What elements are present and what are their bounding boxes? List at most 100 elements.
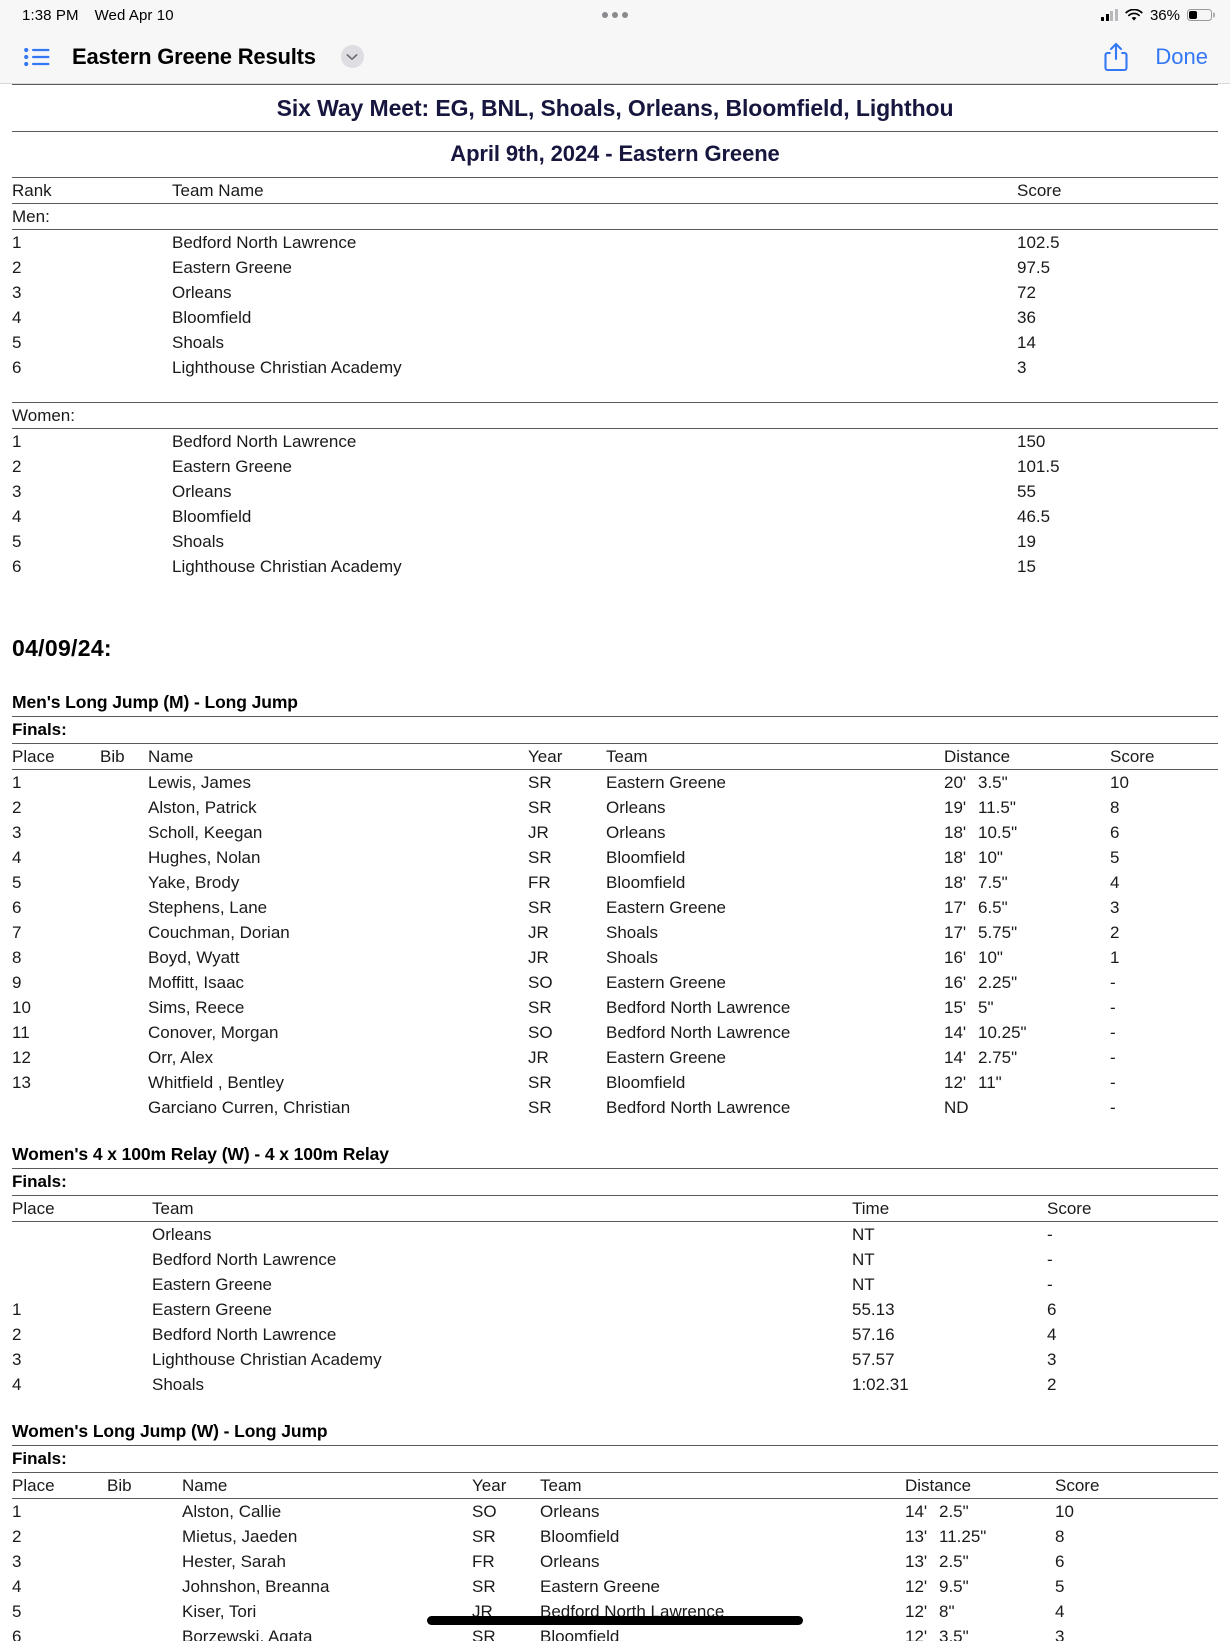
meet-title: Six Way Meet: EG, BNL, Shoals, Orleans, … — [276, 95, 954, 121]
cell-team: Shoals — [152, 1374, 204, 1394]
distance-inches: 2.5" — [939, 1501, 969, 1521]
bulleted-list-icon[interactable] — [24, 47, 50, 67]
table-row: 3 Orleans 72 — [12, 280, 1218, 305]
cell-distance: 12' 11" — [944, 1070, 1110, 1095]
cell-name: Moffitt, Isaac — [148, 972, 245, 992]
cell-score: 6 — [1110, 822, 1120, 842]
distance-feet: 12' — [944, 1072, 967, 1092]
status-bar-right: 36% — [1101, 7, 1212, 24]
cell-place: 12 — [12, 1047, 31, 1067]
done-button[interactable]: Done — [1155, 43, 1208, 69]
table-row: 1 Bedford North Lawrence 102.5 — [12, 230, 1218, 255]
cell-team: Eastern Greene — [606, 1047, 727, 1067]
cell-score: 3 — [1110, 897, 1120, 917]
divider-row — [12, 203, 1218, 204]
cell-team-name: Bloomfield — [172, 307, 252, 327]
col-header-score: Score — [1055, 1475, 1100, 1495]
nav-bar-left: Eastern Greene Results — [24, 44, 364, 70]
table-header-row: Place Bib Name Year Team Distance Score — [12, 1473, 1218, 1498]
cell-distance: 20' 3.5" — [944, 770, 1110, 795]
status-date: Wed Apr 10 — [94, 6, 174, 24]
battery-icon — [1187, 8, 1212, 22]
table-row: 6 Lighthouse Christian Academy 15 — [12, 554, 1218, 579]
cell-score: 15 — [1017, 556, 1036, 576]
cell-score: 8 — [1055, 1526, 1065, 1546]
cell-distance: 13' 2.5" — [905, 1549, 1055, 1574]
cell-bib — [100, 1045, 148, 1070]
col-header-name: Name — [148, 746, 194, 766]
cell-place — [12, 1247, 152, 1272]
cell-score: - — [1110, 1097, 1116, 1117]
cell-team: Bloomfield — [606, 872, 686, 892]
status-bar-left: 1:38 PM Wed Apr 10 — [22, 7, 174, 24]
share-icon[interactable] — [1103, 41, 1129, 73]
cell-distance: 13' 11.25" — [905, 1524, 1055, 1549]
cell-year: FR — [472, 1551, 495, 1571]
chevron-down-icon[interactable] — [340, 45, 364, 68]
cell-distance: 12' 3.5" — [905, 1624, 1055, 1641]
cell-year: SR — [528, 1072, 552, 1092]
cell-score: 10 — [1110, 772, 1129, 792]
cell-score: 3 — [1017, 357, 1027, 377]
cell-score: 10 — [1055, 1501, 1074, 1521]
cell-place: 2 — [12, 1324, 22, 1344]
cell-year: SR — [528, 1097, 552, 1117]
cell-place: 7 — [12, 922, 22, 942]
cell-year: JR — [472, 1601, 493, 1621]
finals-label: Finals: — [12, 1172, 67, 1191]
meet-subtitle: April 9th, 2024 - Eastern Greene — [450, 141, 780, 166]
group-label: Women: — [12, 405, 75, 425]
multitasking-dots-icon[interactable] — [602, 12, 628, 18]
distance-inches: 5" — [978, 997, 994, 1017]
cell-score: - — [1110, 997, 1116, 1017]
distance-feet: 17' — [944, 922, 967, 942]
cell-rank: 5 — [12, 332, 22, 352]
cell-place: 1 — [12, 772, 22, 792]
divider — [12, 716, 1218, 717]
cell-time: 1:02.31 — [852, 1374, 909, 1394]
cell-place: 1 — [12, 1501, 22, 1521]
cell-year: JR — [528, 947, 549, 967]
cell-team: Eastern Greene — [152, 1274, 273, 1294]
cell-team: Orleans — [606, 797, 666, 817]
cell-place: 4 — [12, 1374, 22, 1394]
cell-team: Lighthouse Christian Academy — [152, 1349, 382, 1369]
navigation-bar: Eastern Greene Results Done — [0, 30, 1230, 84]
cell-bib — [100, 920, 148, 945]
divider — [12, 769, 1218, 770]
cell-name: Scholl, Keegan — [148, 822, 263, 842]
distance-feet: 14' — [944, 1022, 967, 1042]
results-document: Six Way Meet: EG, BNL, Shoals, Orleans, … — [0, 84, 1230, 1641]
cell-bib — [100, 1095, 148, 1120]
distance-inches: 7.5" — [978, 872, 1008, 892]
finals-label: Finals: — [12, 1449, 67, 1468]
cell-name: Boyd, Wyatt — [148, 947, 240, 967]
cell-score: 4 — [1055, 1601, 1065, 1621]
divider-row — [12, 402, 1218, 403]
team-scores-table: Rank Team Name Score Men: 1 Bedford North … — [12, 178, 1218, 579]
home-indicator[interactable] — [427, 1616, 803, 1625]
cell-place: 1 — [12, 1299, 22, 1319]
distance-feet: 14' — [905, 1501, 928, 1521]
cell-year: SR — [528, 897, 552, 917]
table-row: 10 Sims, Reece SR Bedford North Lawrence 15'… — [12, 995, 1218, 1020]
table-row: 3 Hester, Sarah FR Orleans 13' 2.5" 6 — [12, 1549, 1218, 1574]
cell-score: - — [1047, 1274, 1053, 1294]
cell-score: - — [1110, 1072, 1116, 1092]
col-header-year: Year — [528, 746, 563, 766]
distance-inches: 3.5" — [939, 1626, 969, 1641]
cell-score: - — [1110, 1022, 1116, 1042]
divider — [12, 177, 1218, 178]
cell-score: 46.5 — [1017, 506, 1051, 526]
distance-feet: 18' — [944, 822, 967, 842]
cell-place: 2 — [12, 1526, 22, 1546]
finals-label: Finals: — [12, 720, 67, 739]
cell-team: Eastern Greene — [152, 1299, 273, 1319]
group-label: Men: — [12, 206, 50, 226]
cell-team-name: Orleans — [172, 282, 232, 302]
distance-inches: 8" — [939, 1601, 955, 1621]
cell-score: 3 — [1047, 1349, 1057, 1369]
col-header-year: Year — [472, 1475, 507, 1495]
col-header-distance: Distance — [905, 1475, 972, 1495]
cell-score: 97.5 — [1017, 257, 1051, 277]
